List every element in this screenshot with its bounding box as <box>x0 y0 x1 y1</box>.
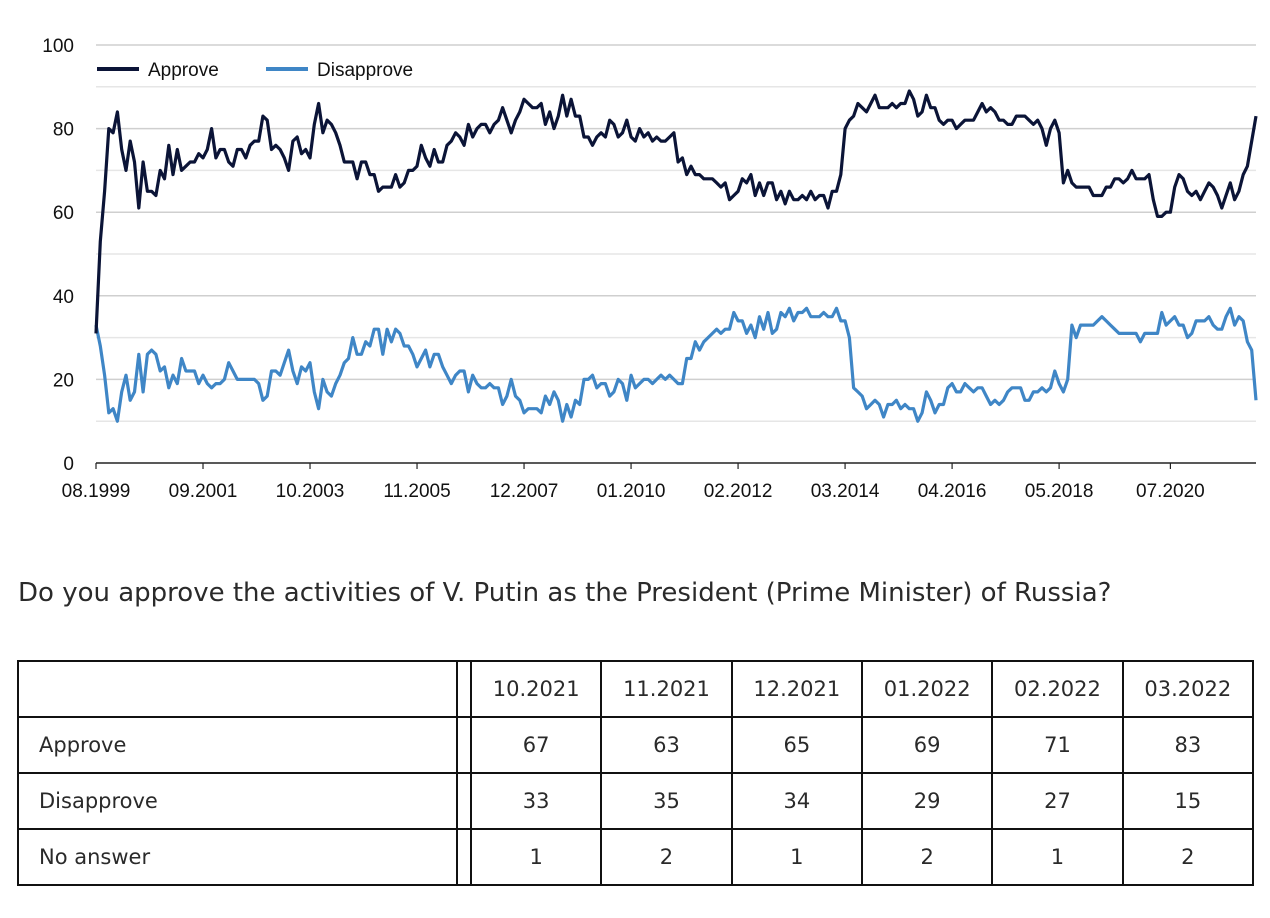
table-header-row: 10.2021 11.2021 12.2021 01.2022 02.2022 03.20… <box>17 660 1255 718</box>
value-cell: 35 <box>600 772 733 830</box>
gridlines <box>96 44 1256 464</box>
column-header: 03.2022 <box>1121 660 1255 718</box>
value-cell: 33 <box>469 772 603 830</box>
column-header: 10.2021 <box>469 660 603 718</box>
x-tick-label: 10.2003 <box>276 481 345 502</box>
x-tick-label: 12.2007 <box>490 481 559 502</box>
table-row: No answer 1 2 1 2 1 2 <box>17 828 1255 886</box>
value-cell: 34 <box>730 772 863 830</box>
table-row: Approve 67 63 65 69 71 83 <box>17 716 1255 774</box>
y-tick-label: 100 <box>42 36 74 57</box>
column-header: 12.2021 <box>730 660 863 718</box>
row-label: Approve <box>17 716 458 774</box>
x-tick-label: 11.2005 <box>383 481 450 502</box>
y-tick-label: 20 <box>53 370 74 391</box>
spacer-cell <box>456 828 472 886</box>
column-header: 11.2021 <box>600 660 733 718</box>
poll-results-table: 10.2021 11.2021 12.2021 01.2022 02.2022 03.20… <box>17 660 1255 886</box>
header-blank-cell <box>17 660 458 718</box>
series-line-approve <box>94 89 1258 334</box>
column-header: 02.2022 <box>991 660 1124 718</box>
x-tick-label: 03.2014 <box>811 481 880 502</box>
row-label: Disapprove <box>17 772 458 830</box>
value-cell: 29 <box>860 772 994 830</box>
approval-line-chart: 0 20 40 60 80 100 08.1999 09.2001 10.2003 11.200… <box>42 36 1258 502</box>
x-axis-ticks: 08.1999 09.2001 10.2003 11.2005 12.2007 01.20… <box>62 463 1205 502</box>
value-cell: 2 <box>1121 828 1255 886</box>
value-cell: 1 <box>730 828 863 886</box>
y-tick-label: 80 <box>53 120 74 141</box>
value-cell: 63 <box>600 716 733 774</box>
x-tick-label: 01.2010 <box>597 481 666 502</box>
legend-label-disapprove: Disapprove <box>317 60 413 81</box>
value-cell: 2 <box>860 828 994 886</box>
y-axis-ticks: 0 20 40 60 80 100 <box>42 36 74 475</box>
value-cell: 67 <box>469 716 603 774</box>
legend-label-approve: Approve <box>148 60 219 81</box>
value-cell: 69 <box>860 716 994 774</box>
x-tick-label: 02.2012 <box>704 481 773 502</box>
x-tick-label: 08.1999 <box>62 481 131 502</box>
value-cell: 27 <box>991 772 1124 830</box>
header-spacer-cell <box>456 660 472 718</box>
x-tick-label: 09.2001 <box>169 481 238 502</box>
series-lines <box>94 89 1258 423</box>
spacer-cell <box>456 716 472 774</box>
value-cell: 83 <box>1121 716 1255 774</box>
value-cell: 2 <box>600 828 733 886</box>
value-cell: 1 <box>991 828 1124 886</box>
column-header: 01.2022 <box>860 660 994 718</box>
survey-question: Do you approve the activities of V. Puti… <box>18 578 1112 608</box>
value-cell: 71 <box>991 716 1124 774</box>
legend: Approve Disapprove <box>97 60 413 81</box>
table-body: Approve 67 63 65 69 71 83 Disapprove 33 35 34 29 27 1… <box>17 716 1255 886</box>
y-tick-label: 60 <box>53 203 74 224</box>
y-tick-label: 0 <box>63 454 74 475</box>
value-cell: 15 <box>1121 772 1255 830</box>
row-label: No answer <box>17 828 458 886</box>
table-row: Disapprove 33 35 34 29 27 15 <box>17 772 1255 830</box>
value-cell: 65 <box>730 716 863 774</box>
value-cell: 1 <box>469 828 603 886</box>
y-tick-label: 40 <box>53 287 74 308</box>
x-tick-label: 04.2016 <box>918 481 987 502</box>
x-tick-label: 07.2020 <box>1136 481 1205 502</box>
spacer-cell <box>456 772 472 830</box>
x-tick-label: 05.2018 <box>1025 481 1094 502</box>
series-line-disapprove <box>94 306 1258 423</box>
